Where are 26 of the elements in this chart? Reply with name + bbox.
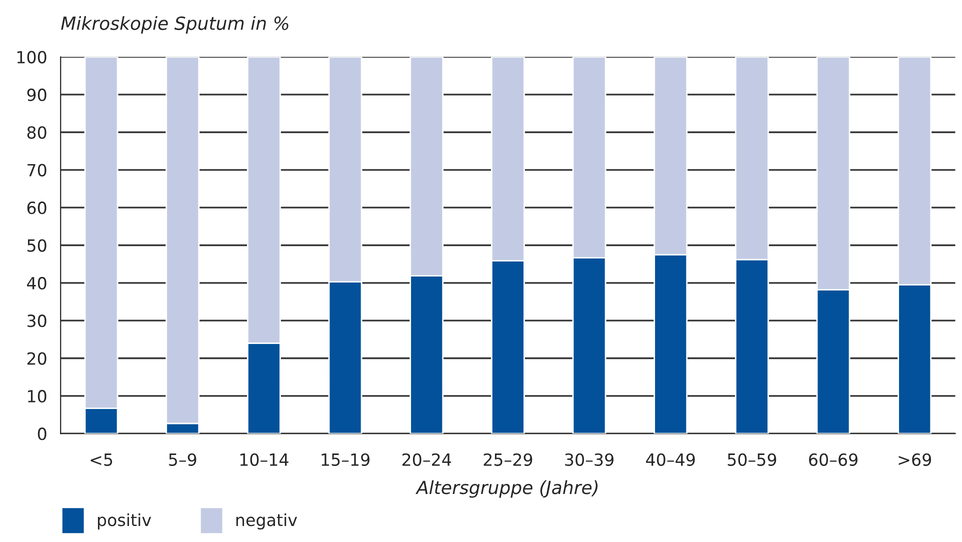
legend-label: positiv — [98, 513, 152, 530]
y-axis-title: Mikroskopie Sputum in % — [61, 16, 288, 34]
x-tick-label: 30–39 — [565, 453, 614, 466]
x-tick-label: 25–29 — [484, 453, 532, 466]
y-tick-label: 20 — [27, 352, 46, 365]
legend-label: negativ — [236, 513, 298, 530]
y-tick-label: 40 — [27, 276, 46, 290]
x-tick-label: 20–24 — [402, 453, 452, 466]
x-tick-label: 5–9 — [169, 453, 196, 466]
x-tick-label: 60–69 — [809, 453, 858, 466]
y-tick-label: 0 — [38, 428, 46, 440]
y-tick-label: 100 — [17, 50, 46, 64]
y-tick-label: 80 — [27, 126, 46, 139]
y-tick-label: 70 — [28, 164, 46, 176]
y-tick-label: 10 — [28, 390, 46, 402]
x-tick-label: 40–49 — [646, 453, 695, 466]
y-tick-label: 90 — [27, 88, 46, 102]
x-tick-label: 50–59 — [728, 453, 776, 466]
x-tick-label: <5 — [90, 454, 112, 466]
x-tick-label: 15–19 — [322, 453, 370, 466]
y-tick-label: 60 — [27, 202, 46, 214]
x-axis-title: Altersgruppe (Jahre) — [416, 480, 598, 498]
y-tick-label: 30 — [27, 314, 46, 328]
x-tick-label: >69 — [898, 453, 932, 466]
x-tick-label: 10–14 — [240, 453, 288, 466]
y-tick-label: 50 — [27, 239, 46, 252]
